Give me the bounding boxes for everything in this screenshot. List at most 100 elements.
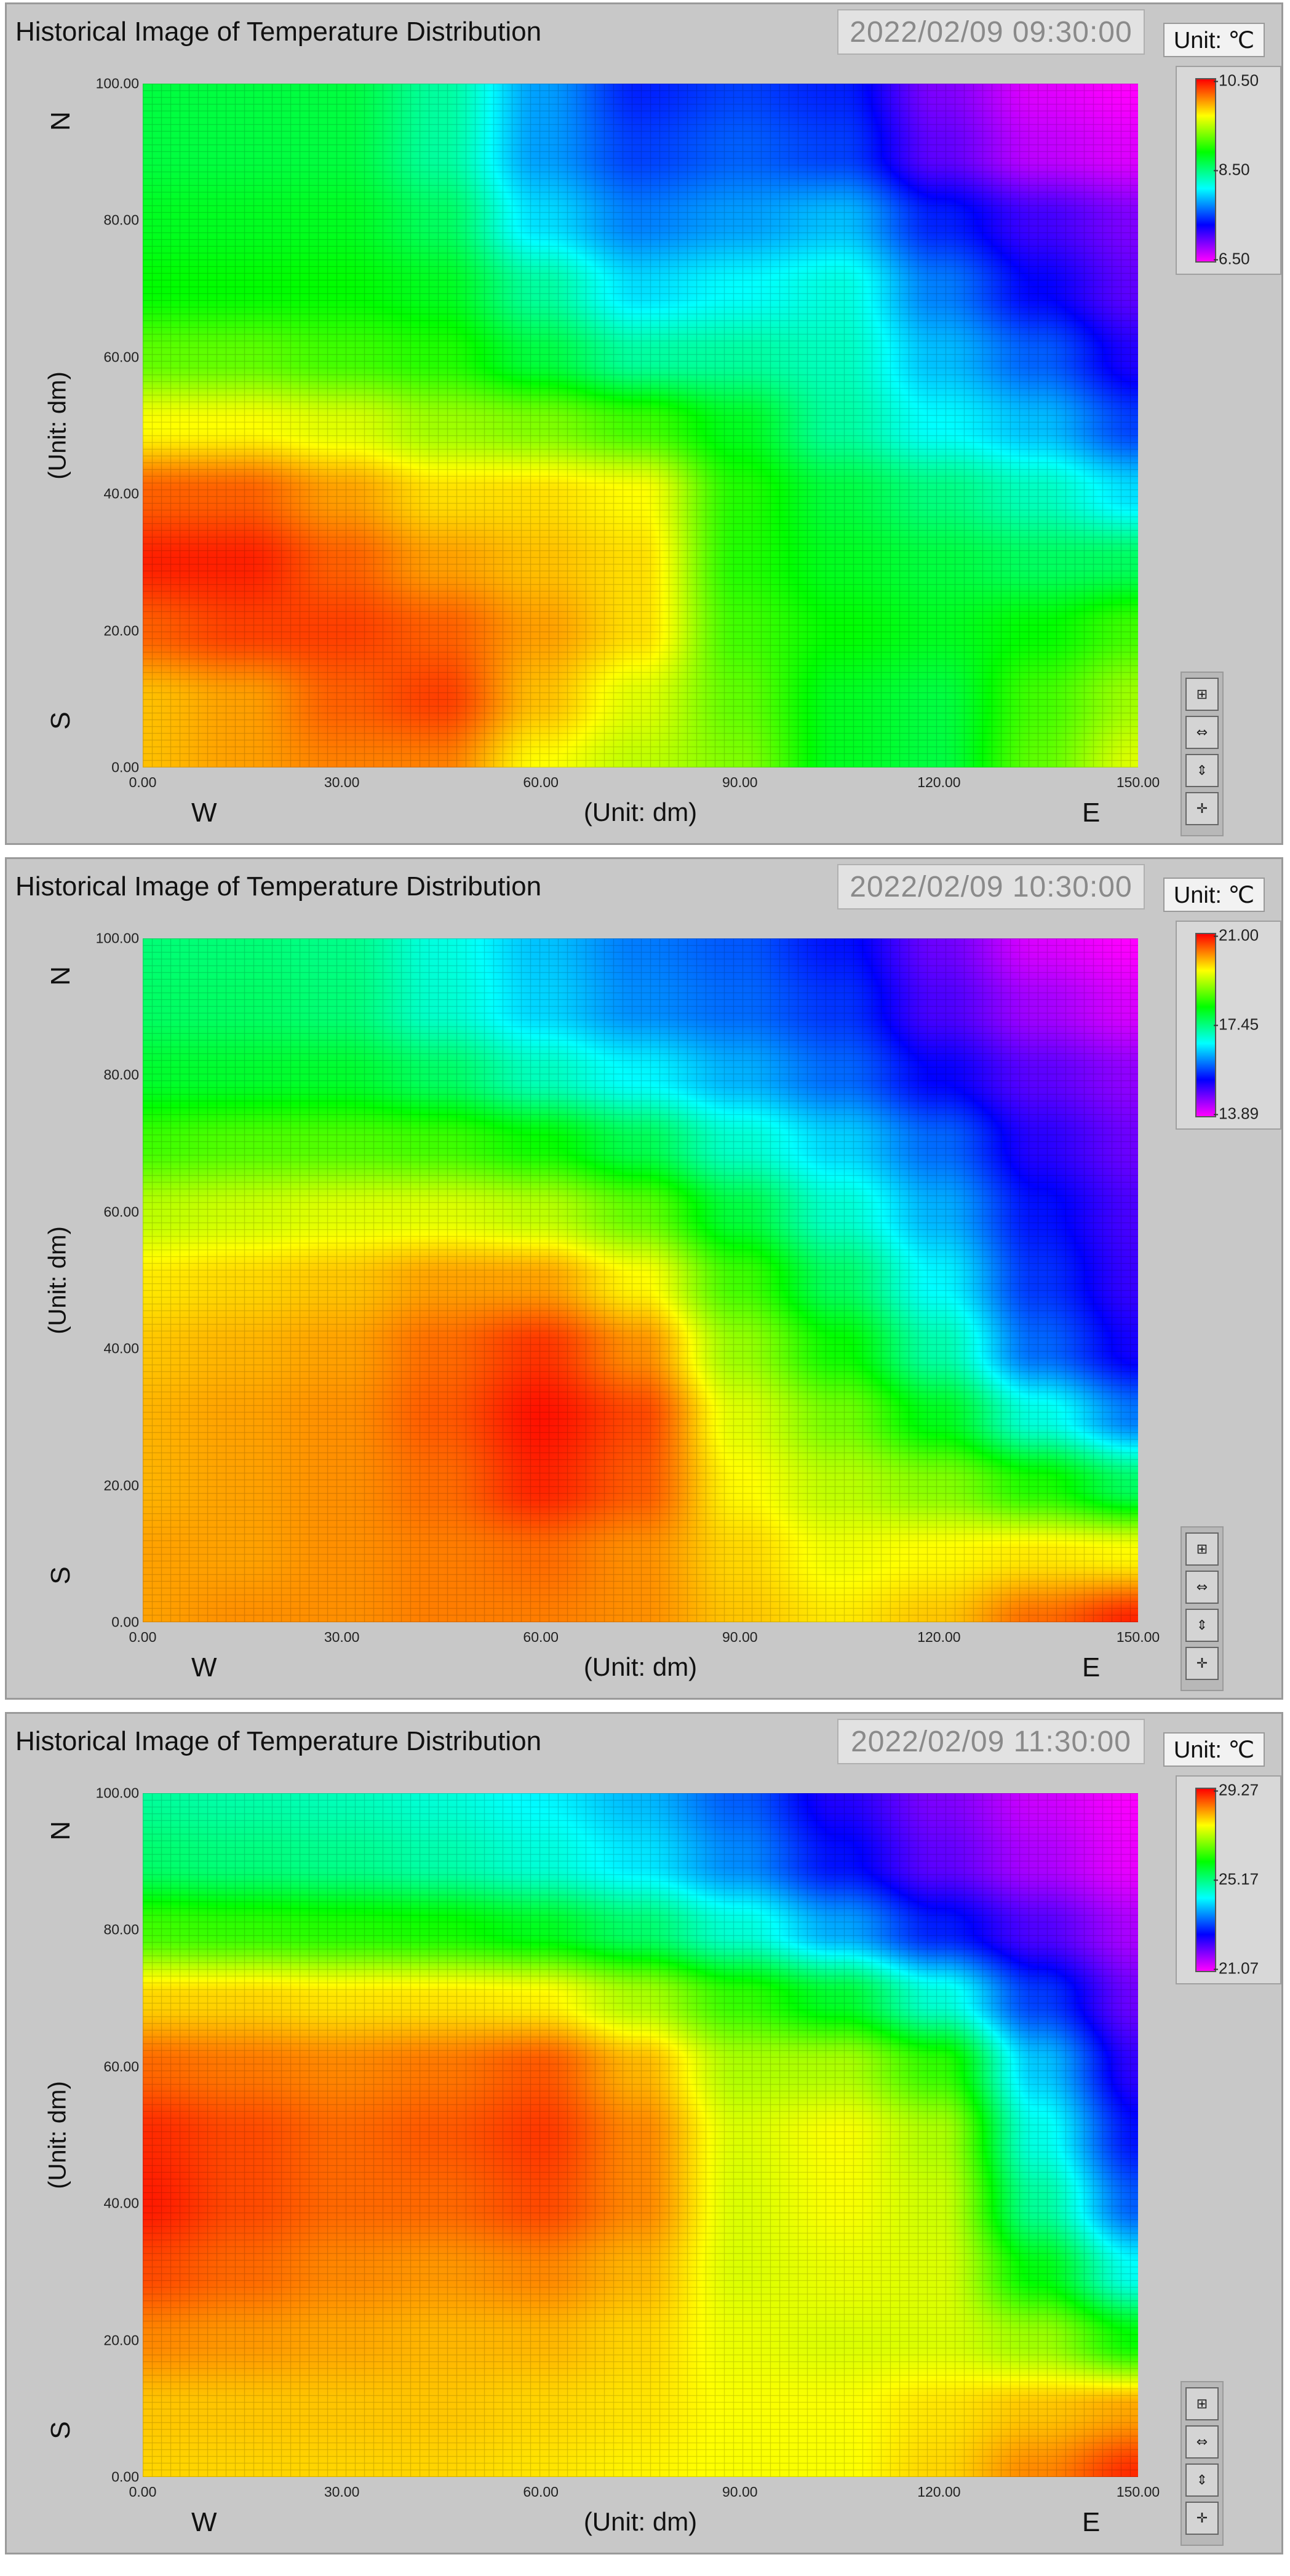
heatmap-canvas[interactable] [143, 938, 1138, 1622]
x-tick-label: 120.00 [917, 1629, 961, 1645]
pan-y-icon[interactable]: ⇕ [1185, 2463, 1219, 2497]
unit-label: Unit: ℃ [1163, 23, 1265, 57]
y-axis-label: (Unit: dm) [44, 1226, 71, 1334]
y-tick-label: 0.00 [111, 759, 139, 775]
color-scale-bar [1195, 933, 1216, 1117]
x-tick-label: 150.00 [1116, 2484, 1160, 2500]
color-scale-tick: 25.17 [1213, 1869, 1259, 1888]
color-scale-tick: 8.50 [1214, 160, 1250, 179]
heatmap-canvas[interactable] [143, 1793, 1138, 2477]
direction-east-label: E [1082, 1652, 1101, 1682]
color-scale-legend: 10.50 8.50 6.50 [1176, 66, 1281, 275]
graph-palette: ⊞ ⇔ ⇕ ✛ [1181, 1526, 1224, 1691]
pan-x-icon[interactable]: ⇔ [1185, 2425, 1219, 2459]
pan-x-icon[interactable]: ⇔ [1185, 1571, 1219, 1604]
y-tick-label: 20.00 [103, 2332, 139, 2348]
color-scale-tick: 10.50 [1213, 71, 1259, 90]
direction-west-label: W [191, 1652, 217, 1682]
x-tick-label: 30.00 [324, 1629, 360, 1645]
y-tick-label: 60.00 [103, 349, 139, 365]
y-tick-label: 100.00 [95, 930, 139, 946]
timestamp-display: 2022/02/09 09:30:00 [837, 9, 1145, 55]
cursor-cross-icon[interactable]: ✛ [1185, 1647, 1219, 1680]
heatmap-plot-area[interactable] [143, 938, 1138, 1622]
y-tick-label: 40.00 [103, 485, 139, 502]
y-axis-label: (Unit: dm) [44, 371, 71, 480]
x-tick-label: 90.00 [722, 2484, 758, 2500]
direction-south-label: S [46, 1566, 76, 1585]
x-axis-label: (Unit: dm) [583, 1652, 698, 1681]
x-tick-label: 30.00 [324, 2484, 360, 2500]
heatmap-plot-area[interactable] [143, 84, 1138, 767]
y-tick-label: 0.00 [111, 1614, 139, 1630]
heatmap-panel: Historical Image of Temperature Distribu… [5, 2, 1283, 845]
cursor-cross-icon[interactable]: ✛ [1185, 2502, 1219, 2535]
color-scale-tick: 6.50 [1214, 249, 1250, 268]
timestamp-display: 2022/02/09 11:30:00 [837, 1719, 1145, 1764]
direction-north-label: N [46, 966, 76, 986]
y-tick-label: 80.00 [103, 212, 139, 228]
direction-south-label: S [46, 711, 76, 730]
y-tick-label: 0.00 [111, 2468, 139, 2485]
y-axis-label: (Unit: dm) [44, 2081, 71, 2189]
x-tick-label: 120.00 [917, 774, 961, 790]
y-tick-label: 100.00 [95, 1785, 139, 1801]
cursor-cross-icon[interactable]: ✛ [1185, 792, 1219, 825]
panel-title: Historical Image of Temperature Distribu… [15, 17, 542, 47]
unit-label: Unit: ℃ [1163, 878, 1265, 912]
x-tick-label: 90.00 [722, 774, 758, 790]
y-tick-label: 80.00 [103, 1066, 139, 1083]
panel-title: Historical Image of Temperature Distribu… [15, 1726, 542, 1756]
x-axis-label: (Unit: dm) [583, 798, 698, 826]
color-scale-tick: 17.45 [1213, 1015, 1259, 1034]
x-tick-label: 30.00 [324, 774, 360, 790]
heatmap-plot-area[interactable] [143, 1793, 1138, 2477]
pan-y-icon[interactable]: ⇕ [1185, 754, 1219, 787]
y-tick-label: 20.00 [103, 622, 139, 639]
x-tick-label: 60.00 [523, 1629, 559, 1645]
x-tick-label: 60.00 [523, 774, 559, 790]
zoom-tool-icon[interactable]: ⊞ [1185, 678, 1219, 711]
direction-east-label: E [1082, 2507, 1101, 2537]
y-tick-label: 100.00 [95, 75, 139, 92]
heatmap-canvas[interactable] [143, 84, 1138, 767]
timestamp-display: 2022/02/09 10:30:00 [837, 864, 1145, 910]
zoom-tool-icon[interactable]: ⊞ [1185, 2387, 1219, 2420]
y-tick-label: 40.00 [103, 1340, 139, 1357]
color-scale-legend: 21.00 17.45 13.89 [1176, 921, 1281, 1130]
color-scale-bar [1195, 78, 1216, 263]
x-tick-label: 0.00 [129, 2484, 157, 2500]
y-tick-label: 60.00 [103, 2058, 139, 2075]
zoom-tool-icon[interactable]: ⊞ [1185, 1532, 1219, 1566]
direction-north-label: N [46, 111, 76, 131]
graph-palette: ⊞ ⇔ ⇕ ✛ [1181, 2381, 1224, 2546]
color-scale-tick: 13.89 [1213, 1104, 1259, 1123]
color-scale-tick: 21.07 [1213, 1959, 1259, 1978]
x-tick-label: 90.00 [722, 1629, 758, 1645]
panel-title: Historical Image of Temperature Distribu… [15, 871, 542, 902]
x-tick-label: 0.00 [129, 1629, 157, 1645]
unit-label: Unit: ℃ [1163, 1732, 1265, 1767]
direction-north-label: N [46, 1821, 76, 1841]
x-tick-label: 0.00 [129, 774, 157, 790]
y-tick-label: 40.00 [103, 2195, 139, 2211]
y-tick-label: 60.00 [103, 1203, 139, 1220]
direction-south-label: S [46, 2421, 76, 2439]
color-scale-tick: 21.00 [1213, 925, 1259, 945]
graph-palette: ⊞ ⇔ ⇕ ✛ [1181, 672, 1224, 836]
pan-y-icon[interactable]: ⇕ [1185, 1609, 1219, 1642]
y-tick-label: 20.00 [103, 1477, 139, 1494]
x-tick-label: 120.00 [917, 2484, 961, 2500]
x-axis-label: (Unit: dm) [583, 2507, 698, 2536]
color-scale-legend: 29.27 25.17 21.07 [1176, 1775, 1281, 1984]
pan-x-icon[interactable]: ⇔ [1185, 716, 1219, 749]
x-tick-label: 150.00 [1116, 774, 1160, 790]
x-tick-label: 60.00 [523, 2484, 559, 2500]
direction-east-label: E [1082, 798, 1101, 828]
direction-west-label: W [191, 2507, 217, 2537]
heatmap-panel: Historical Image of Temperature Distribu… [5, 1712, 1283, 2554]
direction-west-label: W [191, 798, 217, 828]
color-scale-bar [1195, 1788, 1216, 1972]
heatmap-panel: Historical Image of Temperature Distribu… [5, 857, 1283, 1700]
color-scale-tick: 29.27 [1213, 1780, 1259, 1799]
